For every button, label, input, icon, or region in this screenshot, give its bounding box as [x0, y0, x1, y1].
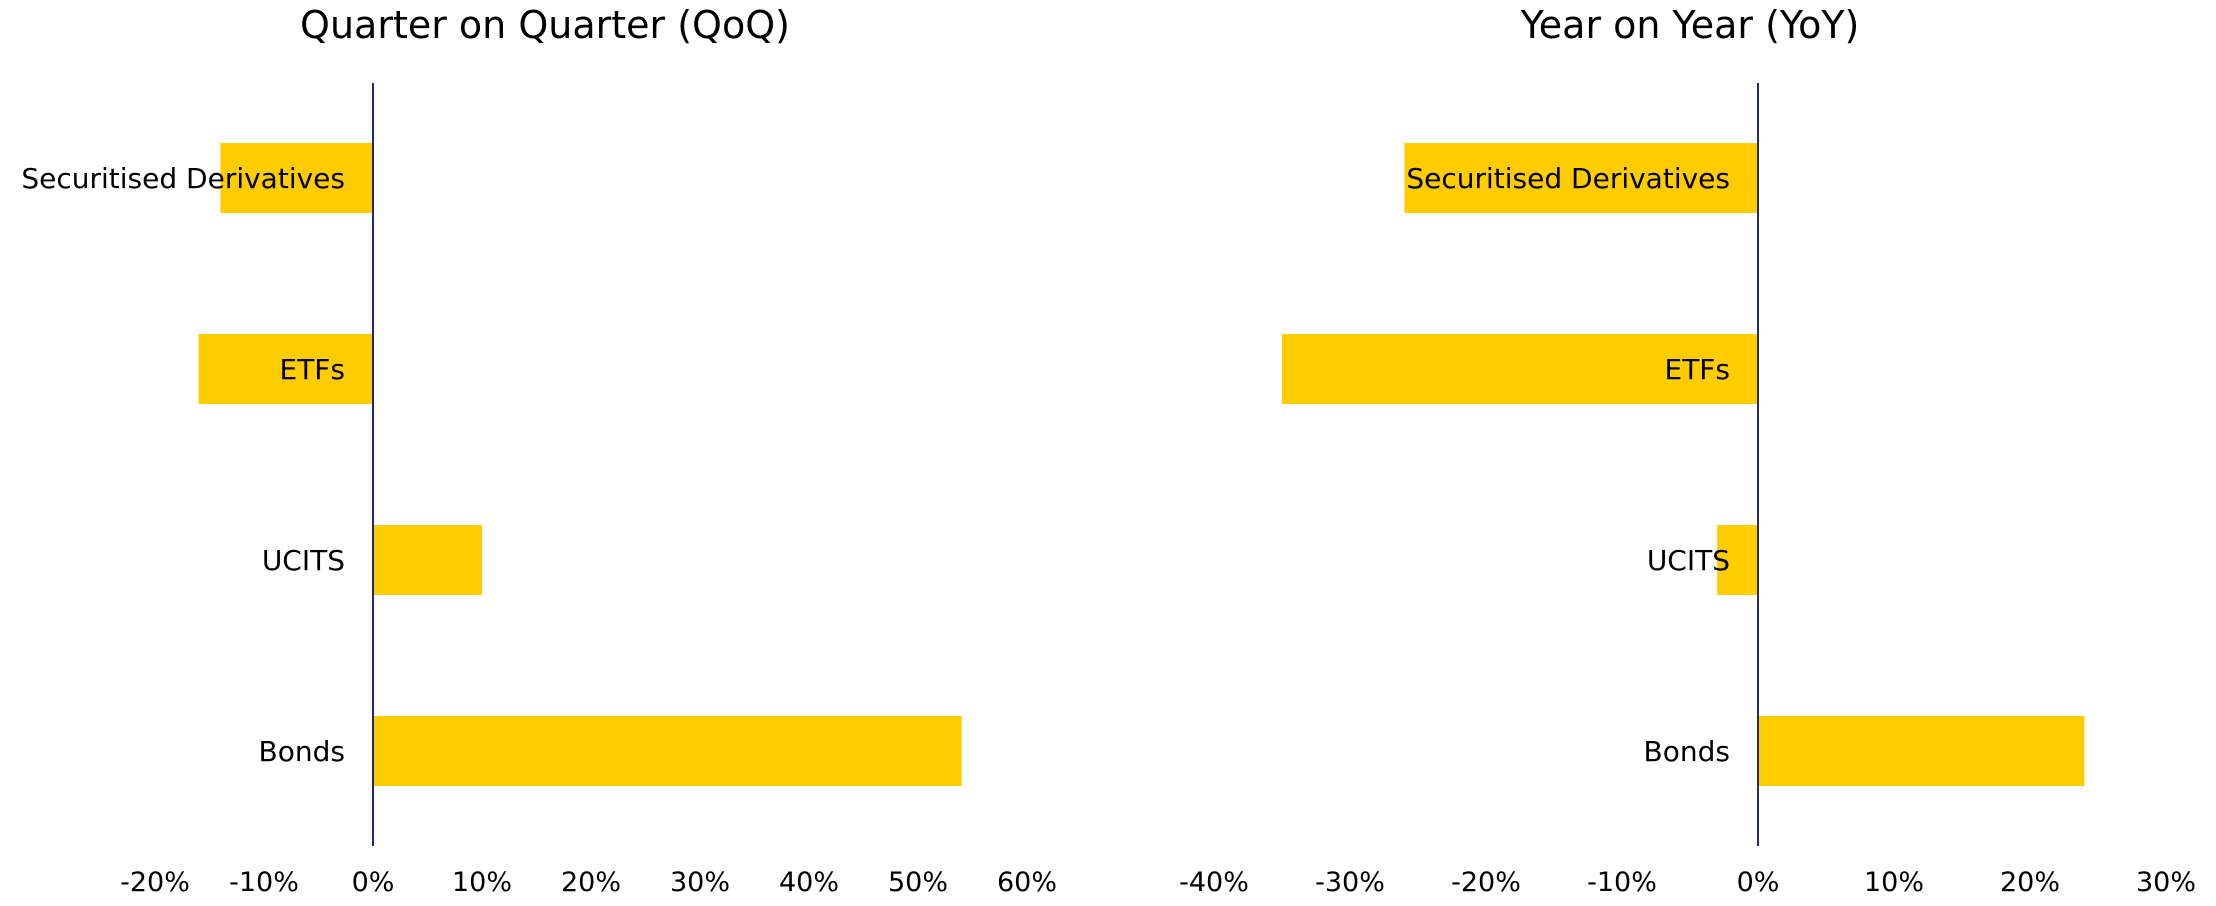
x-tick-label: -30% — [1315, 867, 1385, 898]
category-label: Securitised Derivatives — [21, 162, 345, 195]
bar-bonds — [1758, 716, 2085, 786]
x-tick-label: -20% — [120, 867, 190, 898]
chart-title: Quarter on Quarter (QoQ) — [300, 3, 790, 47]
x-tick-label: 40% — [779, 867, 839, 898]
chart-panel-1: Quarter on Quarter (QoQ) Securitised Deri… — [21, 3, 1057, 898]
bar-securitised-derivatives — [1404, 143, 1758, 213]
x-tick-label: 0% — [1737, 867, 1780, 898]
x-tick-label: -10% — [1587, 867, 1657, 898]
chart-title: Year on Year (YoY) — [1520, 3, 1860, 47]
x-tick-label: -40% — [1179, 867, 1249, 898]
x-tick-label: 10% — [1864, 867, 1924, 898]
x-tick-label: -10% — [229, 867, 299, 898]
x-tick-label: -20% — [1451, 867, 1521, 898]
bar-ucits — [1717, 525, 1758, 595]
x-tick-label: 0% — [352, 867, 395, 898]
bar-etfs — [1282, 334, 1758, 404]
category-label: ETFs — [280, 353, 346, 386]
bar-ucits — [373, 525, 482, 595]
x-tick-label: 60% — [997, 867, 1057, 898]
category-label: UCITS — [1647, 544, 1730, 577]
category-label: Securitised Derivatives — [1406, 162, 1730, 195]
category-label: Bonds — [1644, 735, 1730, 768]
category-label: Bonds — [259, 735, 345, 768]
bar-bonds — [373, 716, 962, 786]
x-tick-label: 20% — [561, 867, 621, 898]
category-label: UCITS — [262, 544, 345, 577]
x-tick-label: 30% — [670, 867, 730, 898]
bar-securitised-derivatives — [220, 143, 373, 213]
x-tick-label: 10% — [452, 867, 512, 898]
category-label: ETFs — [1665, 353, 1731, 386]
x-tick-label: 20% — [2000, 867, 2060, 898]
x-tick-label: 50% — [888, 867, 948, 898]
chart-panel-2: Year on Year (YoY) Securitised Derivative… — [1179, 3, 2196, 898]
bar-etfs — [198, 334, 373, 404]
x-tick-label: 30% — [2136, 867, 2196, 898]
